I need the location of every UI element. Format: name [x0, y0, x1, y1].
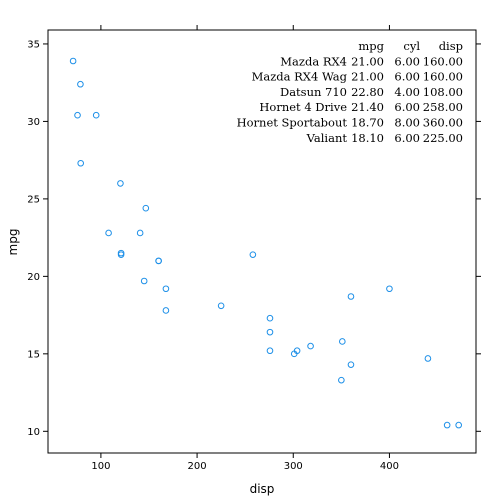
x-tick-label: 400 [380, 461, 399, 472]
table-cell: 8.00 [394, 116, 420, 130]
data-point [77, 80, 84, 88]
data-point [338, 376, 345, 384]
table-cell: 21.40 [351, 100, 384, 114]
table-cell: 6.00 [394, 100, 420, 114]
data-point [92, 111, 100, 119]
table-row-name: Datsun 710 [280, 85, 347, 99]
table-cell: 258.00 [423, 100, 463, 114]
data-point [117, 180, 124, 187]
data-point [307, 342, 314, 350]
data-point [162, 307, 170, 314]
data-point [77, 159, 85, 167]
data-point [339, 338, 346, 345]
data-point [386, 285, 393, 293]
data-point [266, 347, 274, 355]
table-cell: 18.70 [351, 116, 384, 130]
table-cell: 225.00 [423, 131, 463, 145]
plot-frame [47, 29, 477, 454]
x-axis: 100 200 300 400 [91, 25, 399, 472]
data-point [142, 204, 150, 212]
data-point [105, 229, 112, 237]
x-tick-label: 200 [188, 461, 207, 472]
table-cell: 108.00 [423, 85, 463, 99]
table-row-name: Mazda RX4 Wag [252, 70, 348, 84]
y-tick-label: 25 [27, 194, 40, 205]
table-row-name: Mazda RX4 [280, 54, 347, 68]
table-cell: 4.00 [394, 85, 420, 99]
y-tick-label: 10 [27, 427, 40, 438]
data-point [266, 314, 274, 322]
data-point [162, 285, 170, 293]
data-point [443, 421, 451, 429]
table-cell: 160.00 [423, 54, 463, 68]
data-point [249, 251, 257, 258]
table-column-header: cyl [403, 39, 420, 53]
table-column-header: disp [439, 39, 463, 53]
y-tick-label: 35 [27, 39, 40, 50]
y-axis-label: mpg [6, 229, 20, 256]
data-point [117, 251, 125, 258]
y-tick-label: 15 [27, 349, 40, 360]
table-cell: 6.00 [394, 131, 420, 145]
y-axis: 10 15 20 25 30 35 [27, 39, 481, 438]
y-tick-label: 30 [27, 117, 40, 128]
x-tick-label: 300 [284, 461, 303, 472]
x-tick-label: 100 [91, 461, 110, 472]
table-row-name: Hornet Sportabout [237, 116, 348, 130]
table-cell: 21.00 [351, 70, 384, 84]
data-point [140, 277, 148, 285]
data-point [69, 57, 77, 65]
table-cell: 22.80 [351, 85, 384, 99]
x-axis-label: disp [250, 482, 275, 496]
data-points [69, 57, 462, 429]
table-cell: 6.00 [394, 70, 420, 84]
data-point [347, 361, 355, 368]
data-point [136, 229, 144, 237]
table-row-name: Hornet 4 Drive [259, 100, 347, 114]
y-tick-label: 20 [27, 272, 40, 283]
table-row-name: Valiant [306, 131, 348, 145]
table-cell: 21.00 [351, 54, 384, 68]
table-cell: 18.10 [351, 131, 384, 145]
data-point [455, 421, 462, 429]
data-point [74, 111, 81, 119]
data-point [424, 355, 432, 362]
table-cell: 160.00 [423, 70, 463, 84]
data-point [290, 350, 298, 358]
data-point [155, 257, 162, 265]
table-cell: 6.00 [394, 54, 420, 68]
table-cell: 360.00 [423, 116, 463, 130]
data-point [266, 328, 274, 336]
data-point [217, 302, 225, 310]
table-column-header: mpg [358, 39, 384, 53]
data-point [347, 293, 355, 300]
